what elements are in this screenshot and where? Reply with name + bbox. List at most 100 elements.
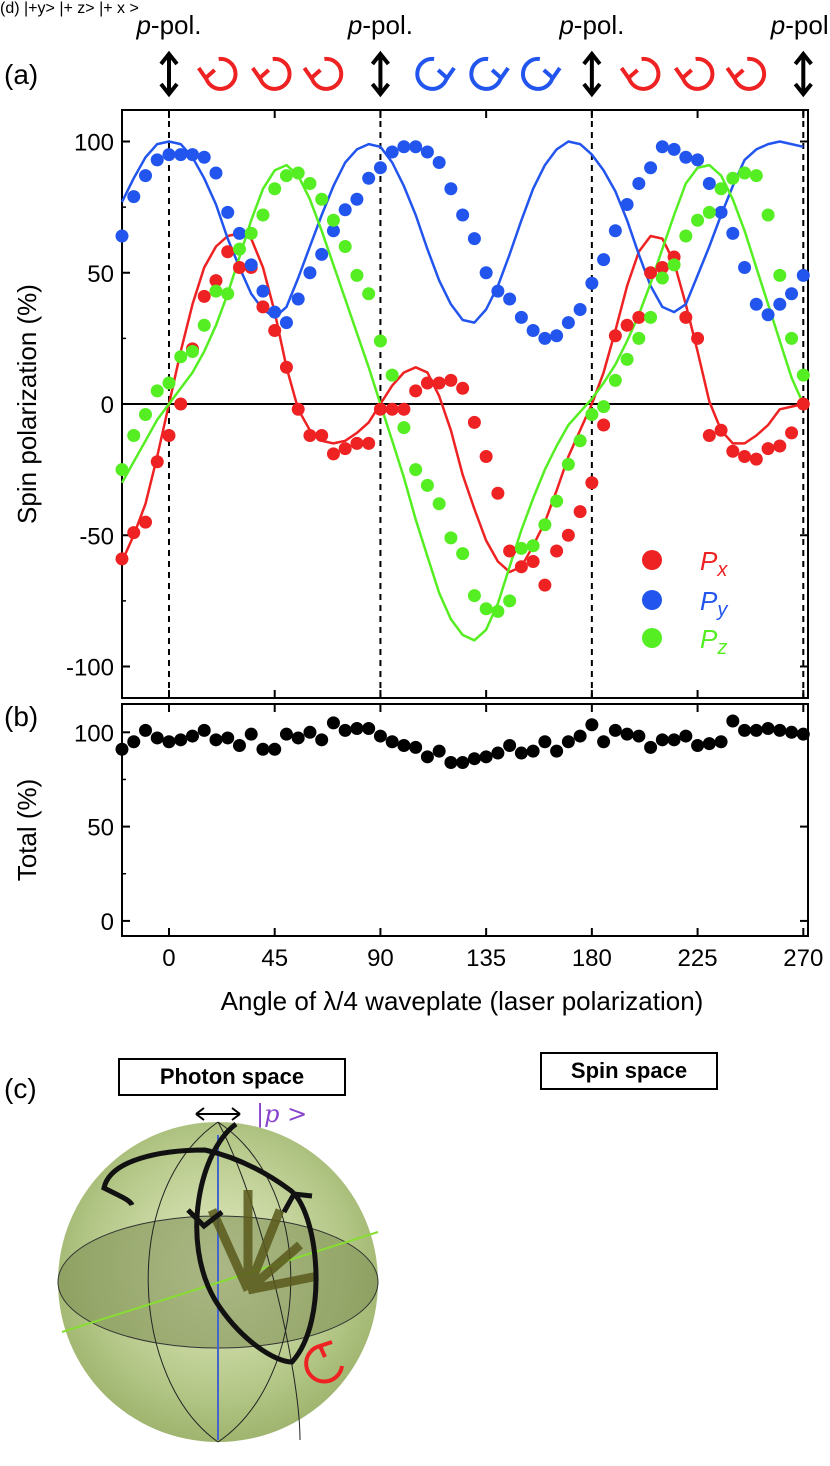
x-tick-label: 90	[367, 945, 394, 972]
data-point-py	[409, 140, 423, 154]
data-point-py	[174, 148, 188, 162]
data-point-total	[221, 731, 235, 745]
data-point-pz	[420, 478, 434, 492]
data-point-px	[350, 436, 364, 450]
data-point-total	[326, 716, 340, 730]
data-point-py	[573, 303, 587, 316]
data-point-py	[127, 190, 141, 204]
data-point-py	[315, 247, 329, 261]
data-point-pz	[232, 242, 246, 256]
panel-b: (b) 100 50 0 0 45 90 135 180 225 270 Total (%) An…	[4, 701, 823, 1016]
panel-a-ytick-label: 50	[87, 261, 114, 288]
data-point-total	[338, 723, 352, 737]
data-point-pz	[691, 213, 705, 227]
data-point-px	[138, 515, 152, 529]
data-point-px	[174, 397, 188, 411]
legend-label-pz: Pz	[700, 624, 727, 659]
linear-polarization-icon	[159, 50, 179, 98]
data-point-px	[632, 310, 646, 324]
data-point-pz	[644, 310, 658, 324]
photon-pole-label: |p >	[256, 1100, 307, 1129]
p-pol-label: p-pol.	[347, 10, 413, 40]
data-point-total	[550, 744, 564, 758]
data-point-total	[526, 744, 540, 758]
data-point-py	[397, 140, 411, 154]
right-circular-polarization-icon	[197, 56, 238, 91]
right-circular-polarization-icon	[673, 56, 715, 91]
data-point-py	[691, 153, 705, 167]
data-point-total	[197, 723, 211, 737]
data-point-pz	[773, 268, 787, 282]
data-point-total	[279, 727, 293, 741]
right-circular-polarization-icon	[251, 56, 292, 91]
data-point-pz	[185, 345, 199, 358]
data-point-total	[409, 740, 423, 754]
x-tick-label: 225	[678, 945, 718, 972]
photon-space-title-box: Photon space	[118, 1058, 346, 1096]
data-point-pz	[726, 171, 740, 185]
data-point-py	[420, 145, 434, 159]
data-point-px	[232, 261, 246, 274]
panel-b-ytick-label: 50	[87, 815, 114, 842]
photon-green-axis	[61, 1231, 379, 1333]
panel-a-top-annotations: p-pol. p-pol. p-pol. p-pol.	[135, 10, 830, 98]
data-point-py	[679, 150, 693, 164]
panel-b-label: (b)	[4, 701, 38, 732]
data-point-py	[749, 297, 763, 311]
data-point-total	[679, 729, 693, 743]
data-point-pz	[467, 589, 481, 603]
data-point-pz	[279, 169, 293, 183]
p-pol-label: p-pol.	[770, 10, 830, 40]
x-tick-label: 270	[783, 945, 823, 972]
legend-marker-px	[642, 550, 662, 570]
panel-a-ylabel: Spin polarization (%)	[12, 284, 42, 524]
data-point-pz	[268, 182, 282, 196]
data-point-total	[726, 714, 740, 728]
spin-meridian-1: |+y> |+ z> |+ x >	[24, 0, 139, 17]
data-point-pz	[585, 408, 599, 421]
data-point-total	[573, 729, 587, 743]
data-point-total	[115, 742, 129, 756]
data-point-py	[538, 331, 552, 345]
data-point-total	[362, 722, 376, 736]
spin-sphere: |+y> |+ z> |+ x >	[24, 0, 139, 17]
data-point-total	[256, 742, 270, 756]
data-point-total	[608, 723, 622, 737]
data-point-py	[279, 316, 293, 330]
data-point-px	[420, 376, 434, 390]
x-tick-label: 45	[261, 945, 288, 972]
data-point-pz	[738, 166, 752, 180]
data-point-pz	[138, 408, 152, 421]
data-point-py	[503, 292, 517, 306]
data-point-total	[691, 738, 705, 752]
data-point-total	[620, 727, 634, 741]
data-point-total	[350, 722, 364, 736]
legend-marker-py	[642, 590, 662, 610]
data-point-py	[256, 284, 270, 298]
data-point-total	[162, 735, 176, 749]
spin-center-ball: |+y> |+ z> |+ x >	[24, 0, 139, 17]
data-point-total	[456, 755, 470, 769]
data-point-pz	[667, 258, 681, 272]
data-point-total	[185, 729, 199, 743]
data-point-total	[138, 723, 152, 737]
data-point-total	[714, 735, 728, 749]
data-point-total	[303, 725, 317, 739]
data-point-pz	[550, 494, 564, 508]
data-point-pz	[256, 208, 270, 222]
data-point-px	[150, 455, 164, 469]
data-point-pz	[338, 240, 352, 253]
data-point-pz	[291, 166, 305, 180]
data-point-px	[256, 300, 270, 314]
panel-a-ytick-label: -50	[79, 523, 114, 550]
data-point-px	[467, 415, 481, 429]
data-point-pz	[479, 602, 493, 616]
panel-b-frame	[121, 703, 809, 937]
spin-tick-1: |+y> |+ z> |+ x >	[24, 0, 139, 17]
data-point-px	[397, 402, 411, 416]
data-point-total	[232, 738, 246, 752]
data-point-pz	[796, 368, 810, 382]
data-point-px	[221, 245, 235, 259]
data-point-pz	[632, 331, 646, 345]
